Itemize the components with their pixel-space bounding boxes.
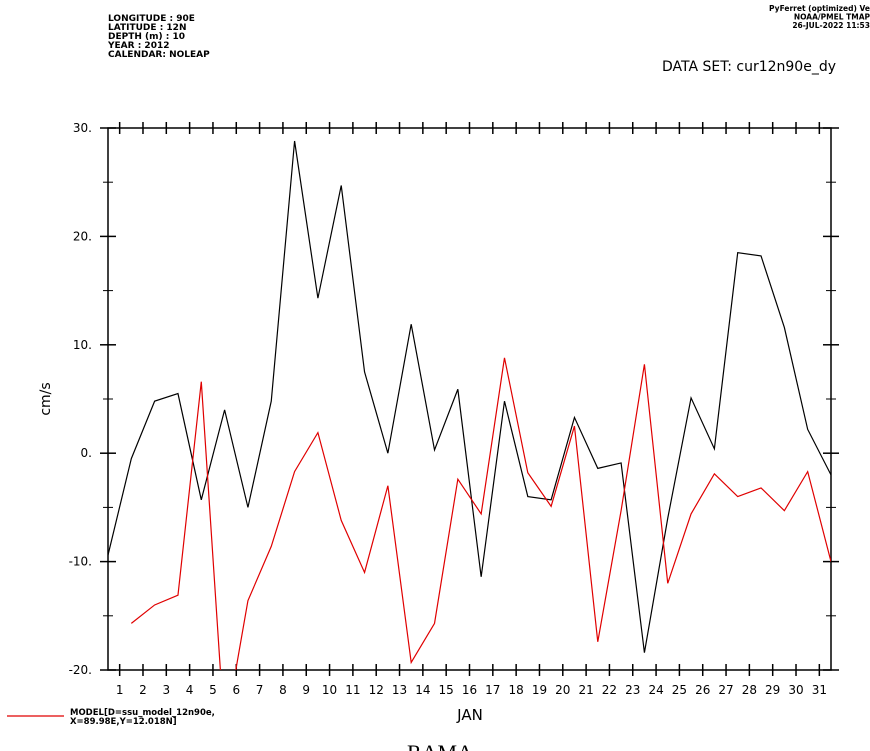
plot-area: [108, 140, 831, 670]
x-tick-label: 22: [602, 683, 617, 697]
x-tick-label: 13: [392, 683, 407, 697]
header-text: LONGITUDE : 90E: [108, 14, 195, 24]
x-tick-label: 30: [788, 683, 803, 697]
y-tick-label: -20.: [69, 663, 92, 677]
x-tick-label: 27: [718, 683, 733, 697]
y-tick-label: -10.: [69, 555, 92, 569]
x-tick-label: 2: [139, 683, 147, 697]
y-tick-label: 30.: [73, 121, 92, 135]
x-tick-label: 12: [369, 683, 384, 697]
x-tick-label: 11: [345, 683, 360, 697]
plot-frame: [107, 127, 832, 671]
header-text: 26-JUL-2022 11:53: [792, 21, 870, 30]
header-text: CALENDAR: NOLEAP: [108, 50, 210, 60]
x-tick-label: 26: [695, 683, 710, 697]
x-tick-label: 19: [532, 683, 547, 697]
header-text: DEPTH (m) : 10: [108, 32, 185, 42]
y-tick-label: 10.: [73, 338, 92, 352]
series-line: [108, 140, 831, 653]
y-axis-label: cm/s: [38, 382, 54, 415]
x-tick-label: 6: [232, 683, 240, 697]
legend-label: RAMA: [407, 740, 473, 751]
header-text: PyFerret (optimized) Ve: [769, 4, 870, 13]
x-tick-label: 1: [116, 683, 124, 697]
x-axis-label: JAN: [456, 706, 483, 724]
x-tick-label: 8: [279, 683, 287, 697]
x-tick-label: 21: [578, 683, 593, 697]
y-tick-label: 0.: [81, 446, 92, 460]
header-text: NOAA/PMEL TMAP: [794, 13, 870, 22]
x-tick-label: 29: [765, 683, 780, 697]
x-tick-label: 23: [625, 683, 640, 697]
header-text: YEAR : 2012: [107, 41, 169, 51]
x-tick-label: 17: [485, 683, 500, 697]
x-tick-label: 3: [162, 683, 170, 697]
x-tick-label: 5: [209, 683, 217, 697]
x-tick-label: 18: [509, 683, 524, 697]
x-tick-label: 4: [186, 683, 194, 697]
series-line: [130, 357, 831, 670]
header-text: LATITUDE : 12N: [108, 23, 186, 33]
x-tick-label: 7: [256, 683, 264, 697]
x-tick-label: 16: [462, 683, 477, 697]
dataset-label: DATA SET: cur12n90e_dy: [662, 59, 836, 75]
y-tick-label: 20.: [73, 229, 92, 243]
x-tick-label: 14: [415, 683, 430, 697]
x-tick-label: 9: [302, 683, 310, 697]
legend-label: MODEL[D=ssu_model_12n90e, X=89.98E,Y=12.…: [70, 708, 215, 727]
x-tick-label: 25: [672, 683, 687, 697]
x-tick-label: 28: [742, 683, 757, 697]
x-tick-label: 15: [439, 683, 454, 697]
x-tick-label: 10: [322, 683, 337, 697]
x-tick-label: 24: [648, 683, 663, 697]
x-tick-label: 31: [812, 683, 827, 697]
x-tick-label: 20: [555, 683, 570, 697]
